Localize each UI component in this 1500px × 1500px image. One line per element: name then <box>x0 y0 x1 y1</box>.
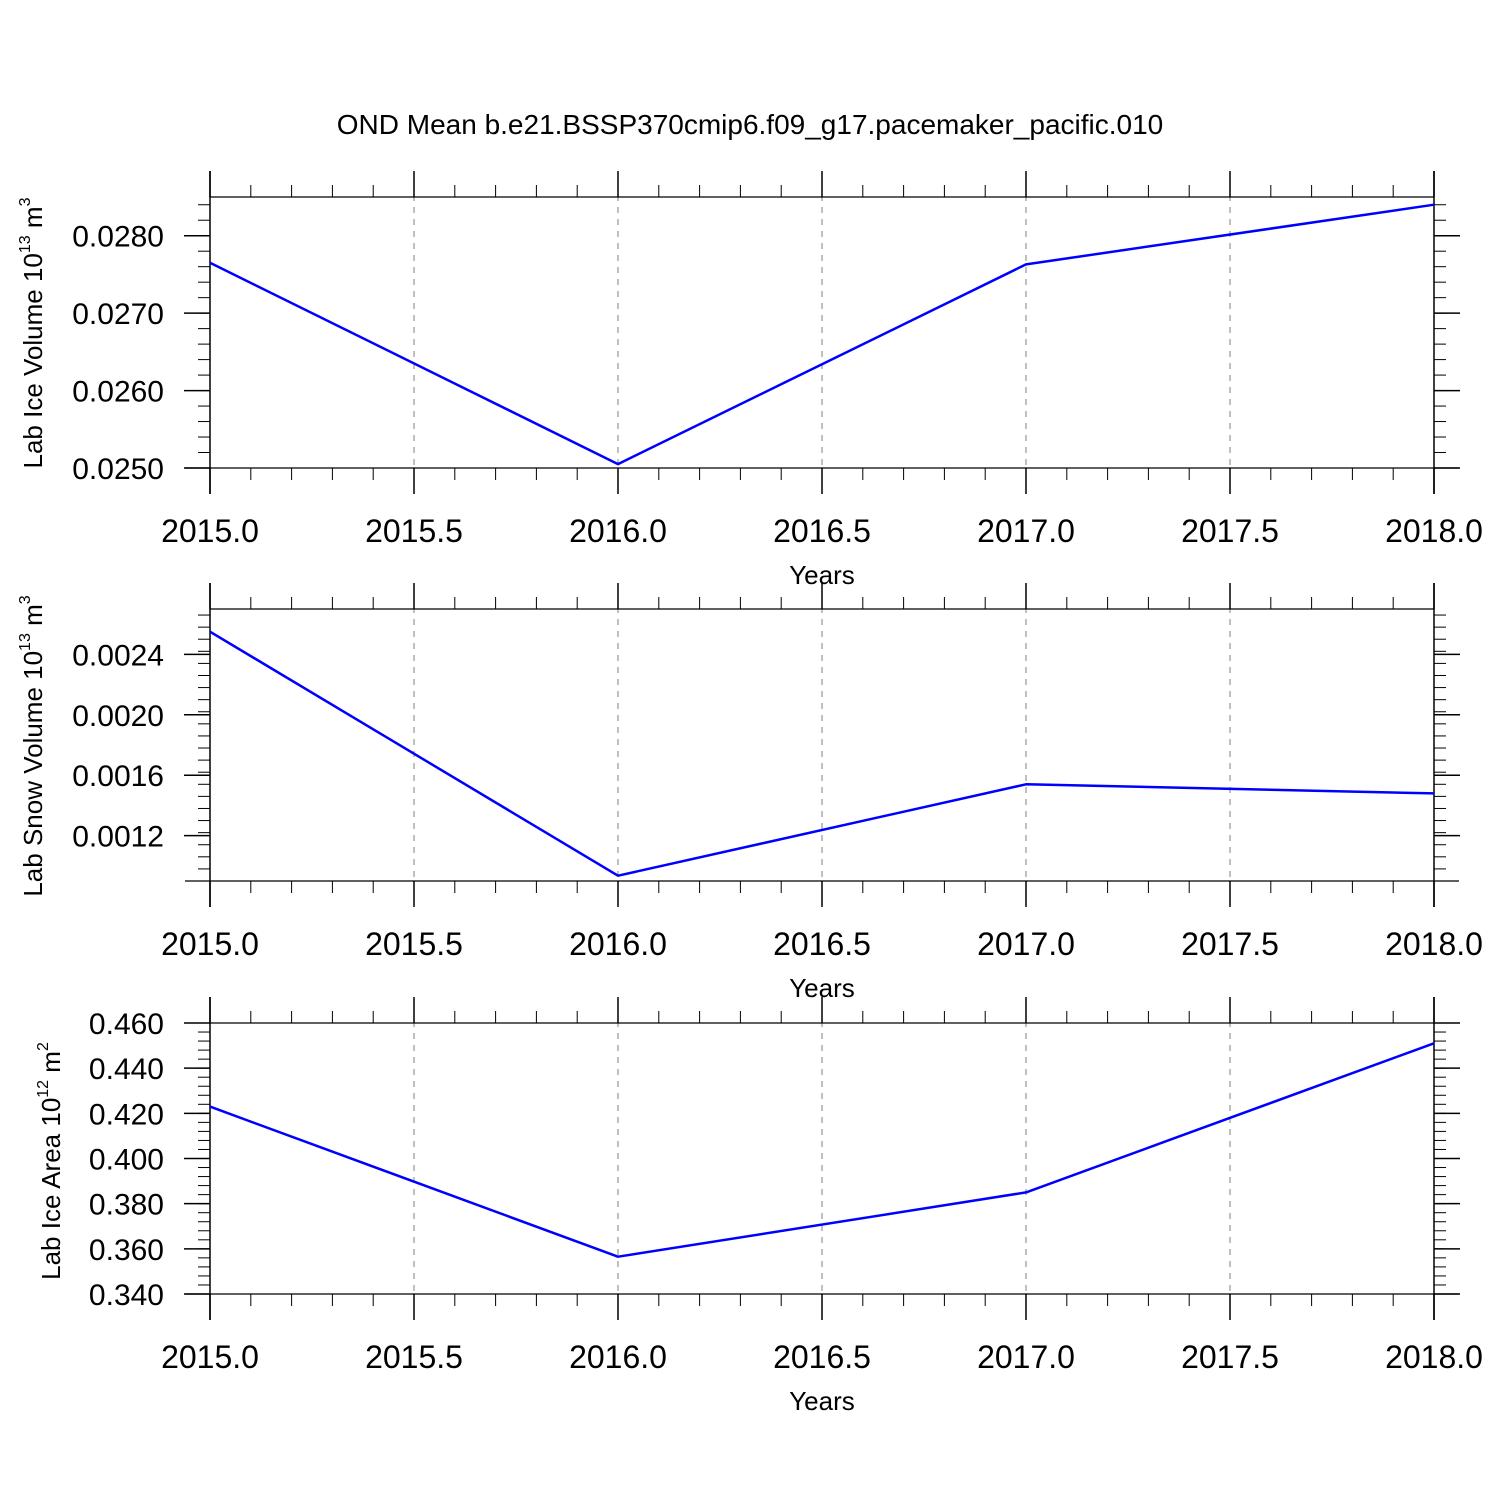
chart-panel-1: 2015.0 2015.5 2016.0 2016.5 2017.0 2017.5 2018… <box>17 171 1483 590</box>
panels: 2015.0 2015.5 2016.0 2016.5 2017.0 2017.5 2018… <box>17 171 1483 1416</box>
y-tick-label: 0.380 <box>89 1189 164 1222</box>
figure-title: OND Mean b.e21.BSSP370cmip6.f09_g17.pace… <box>337 109 1164 140</box>
y-axis-label-superscript: 3 <box>17 595 34 604</box>
x-tick-label: 2015.0 <box>161 926 259 962</box>
y-tick-label: 0.360 <box>89 1234 164 1267</box>
x-tick-label: 2017.5 <box>1181 1339 1279 1375</box>
x-tick-label: 2016.5 <box>773 513 871 549</box>
series-line <box>209 203 1435 466</box>
y-axis-label: Lab Ice Area 1012 m2 <box>35 1042 66 1280</box>
y-axis-label-superscript: 12 <box>35 1080 52 1098</box>
chart-panel-3: 2015.0 2015.5 2016.0 2016.5 2017.0 2017.5 2018… <box>35 997 1483 1416</box>
y-tick-label: 0.0024 <box>72 639 164 672</box>
y-tick-label: 0.0270 <box>72 298 164 331</box>
y-axis-label-text: Lab Snow Volume 10 <box>18 651 48 897</box>
x-tick-label: 2018.0 <box>1385 513 1483 549</box>
series-line <box>209 1042 1435 1258</box>
y-tick-label: 0.0016 <box>72 760 164 793</box>
y-tick-label: 0.0012 <box>72 821 164 854</box>
y-axis-label-superscript: 13 <box>17 633 34 651</box>
y-tick-label: 0.0250 <box>72 453 164 486</box>
x-tick-label: 2015.5 <box>365 513 463 549</box>
y-axis-label-text: Lab Ice Area 10 <box>36 1098 66 1280</box>
y-tick-label: 0.340 <box>89 1279 164 1312</box>
y-tick-label: 0.0280 <box>72 221 164 254</box>
y-tick-label: 0.0020 <box>72 700 164 733</box>
x-tick-label: 2017.0 <box>977 1339 1075 1375</box>
y-axis-label-superscript: 3 <box>17 197 34 206</box>
x-tick-label: 2015.0 <box>161 513 259 549</box>
x-tick-label: 2017.0 <box>977 926 1075 962</box>
y-tick-label: 0.460 <box>89 1008 164 1041</box>
y-tick-label: 0.440 <box>89 1053 164 1086</box>
x-tick-label: 2018.0 <box>1385 926 1483 962</box>
x-tick-label: 2016.0 <box>569 1339 667 1375</box>
y-axis-label-superscript: 13 <box>17 235 34 253</box>
y-axis-label: Lab Snow Volume 1013 m3 <box>17 595 48 896</box>
chart-panel-2: 2015.0 2015.5 2016.0 2016.5 2017.0 2017.5 2018… <box>17 583 1483 1003</box>
x-tick-label: 2017.0 <box>977 513 1075 549</box>
y-tick-label: 0.0260 <box>72 376 164 409</box>
y-tick-label: 0.400 <box>89 1144 164 1177</box>
x-tick-label: 2015.5 <box>365 1339 463 1375</box>
x-tick-label: 2016.5 <box>773 926 871 962</box>
y-axis-label-text: m <box>18 206 48 235</box>
x-tick-label: 2018.0 <box>1385 1339 1483 1375</box>
y-axis-label: Lab Ice Volume 1013 m3 <box>17 197 48 468</box>
series-line <box>209 630 1435 877</box>
y-axis-label-text: Lab Ice Volume 10 <box>18 253 48 468</box>
y-axis-label-superscript: 2 <box>35 1042 52 1051</box>
x-tick-label: 2017.5 <box>1181 513 1279 549</box>
x-tick-label: 2017.5 <box>1181 926 1279 962</box>
x-tick-label: 2016.0 <box>569 926 667 962</box>
x-tick-label: 2015.5 <box>365 926 463 962</box>
y-axis-label-text: m <box>18 604 48 633</box>
x-tick-label: 2016.0 <box>569 513 667 549</box>
y-axis-label-text: m <box>36 1051 66 1080</box>
x-axis-label: Years <box>789 1386 855 1416</box>
x-tick-label: 2016.5 <box>773 1339 871 1375</box>
x-tick-label: 2015.0 <box>161 1339 259 1375</box>
y-tick-label: 0.420 <box>89 1098 164 1131</box>
